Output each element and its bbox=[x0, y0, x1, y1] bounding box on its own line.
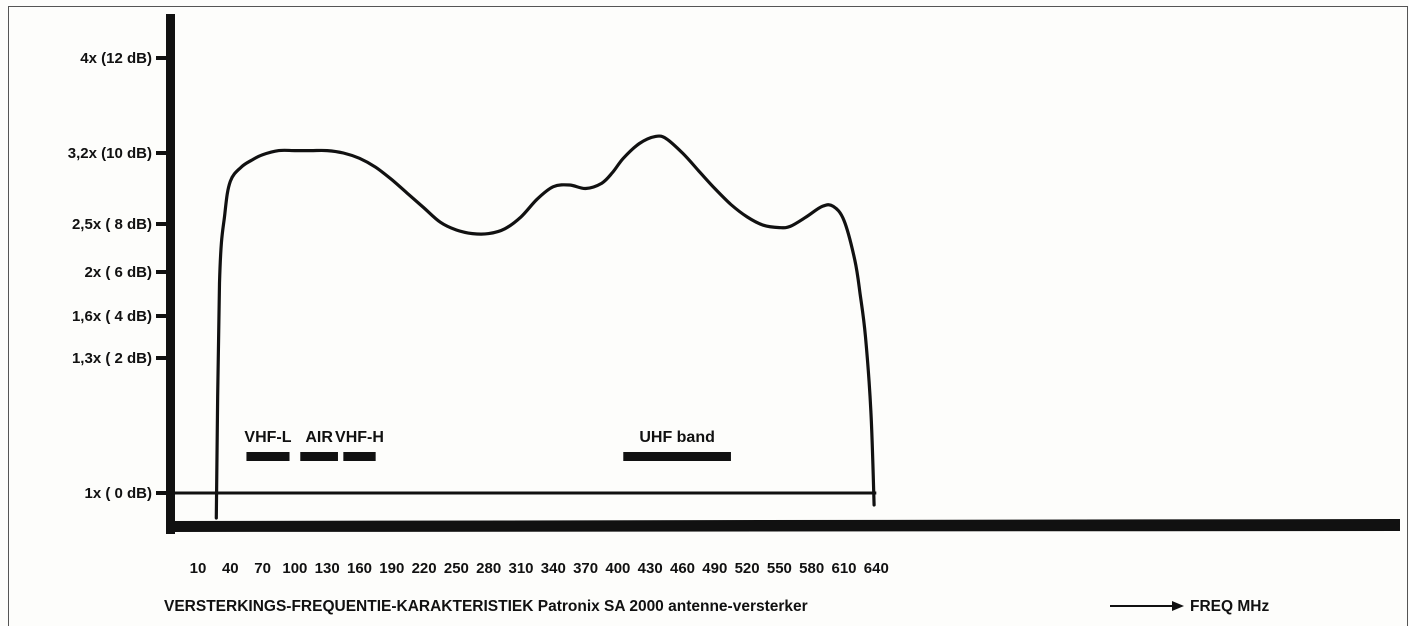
y-tick-mark bbox=[156, 314, 168, 318]
y-tick-label: 1x ( 0 dB) bbox=[84, 485, 152, 502]
band-bar bbox=[246, 452, 290, 461]
y-tick-label: 3,2x (10 dB) bbox=[68, 145, 152, 162]
band-uhf-band: UHF band bbox=[623, 429, 731, 461]
x-tick-label: 160 bbox=[347, 560, 372, 577]
chart-frame bbox=[8, 6, 1408, 626]
x-tick-label: 610 bbox=[831, 560, 856, 577]
x-tick-label: 250 bbox=[444, 560, 469, 577]
y-axis-line bbox=[166, 14, 175, 534]
band-label: VHF-L bbox=[244, 429, 291, 446]
chart-title: VERSTERKINGS-FREQUENTIE-KARAKTERISTIEK P… bbox=[164, 598, 808, 615]
x-tick-label: 280 bbox=[476, 560, 501, 577]
band-bar bbox=[300, 452, 338, 461]
x-tick-label: 520 bbox=[735, 560, 760, 577]
arrow-icon bbox=[1110, 601, 1184, 611]
y-tick-mark bbox=[156, 491, 168, 495]
y-tick-label: 4x (12 dB) bbox=[80, 50, 152, 67]
gain-curve bbox=[214, 134, 876, 520]
band-bar bbox=[343, 452, 376, 461]
caption: VERSTERKINGS-FREQUENTIE-KARAKTERISTIEK P… bbox=[164, 598, 1269, 615]
y-tick-mark bbox=[156, 356, 168, 360]
band-vhf-h: VHF-H bbox=[335, 429, 384, 461]
frequency-bands: VHF-L AIR VHF-H UHF band bbox=[244, 429, 731, 461]
x-tick-label: 40 bbox=[222, 560, 239, 577]
y-tick-mark bbox=[156, 222, 168, 226]
x-tick-label: 490 bbox=[702, 560, 727, 577]
x-axis: 10 40 70 100 130 160 190 220 250 280 310 340 370 400 4… bbox=[166, 519, 1400, 577]
band-vhf-l: VHF-L bbox=[244, 429, 292, 461]
y-tick-mark bbox=[156, 270, 168, 274]
y-tick-label: 2,5x ( 8 dB) bbox=[72, 216, 152, 233]
x-tick-label: 100 bbox=[282, 560, 307, 577]
gain-curve-line bbox=[214, 134, 876, 520]
x-tick-label: 580 bbox=[799, 560, 824, 577]
x-tick-label: 70 bbox=[254, 560, 271, 577]
x-tick-label: 220 bbox=[412, 560, 437, 577]
x-tick-label: 340 bbox=[541, 560, 566, 577]
x-tick-label: 370 bbox=[573, 560, 598, 577]
x-tick-label: 640 bbox=[864, 560, 889, 577]
y-tick-label: 2x ( 6 dB) bbox=[84, 264, 152, 281]
x-tick-label: 310 bbox=[508, 560, 533, 577]
y-axis: 1x ( 0 dB) 1,3x ( 2 dB) 1,6x ( 4 dB) 2x ( 6… bbox=[68, 14, 175, 534]
band-label: UHF band bbox=[639, 429, 715, 446]
band-label: VHF-H bbox=[335, 429, 384, 446]
y-tick-mark bbox=[156, 56, 168, 60]
x-tick-label: 130 bbox=[315, 560, 340, 577]
x-tick-label: 10 bbox=[190, 560, 207, 577]
x-tick-label: 400 bbox=[605, 560, 630, 577]
x-axis-line bbox=[166, 519, 1400, 532]
x-tick-label: 550 bbox=[767, 560, 792, 577]
band-label: AIR bbox=[305, 429, 333, 446]
band-air: AIR bbox=[300, 429, 338, 461]
y-tick-label: 1,6x ( 4 dB) bbox=[72, 308, 152, 325]
y-tick-mark bbox=[156, 151, 168, 155]
x-axis-label: FREQ MHz bbox=[1190, 598, 1269, 615]
x-tick-label: 460 bbox=[670, 560, 695, 577]
band-bar bbox=[623, 452, 731, 461]
y-tick-label: 1,3x ( 2 dB) bbox=[72, 350, 152, 367]
x-tick-label: 430 bbox=[638, 560, 663, 577]
x-tick-label: 190 bbox=[379, 560, 404, 577]
